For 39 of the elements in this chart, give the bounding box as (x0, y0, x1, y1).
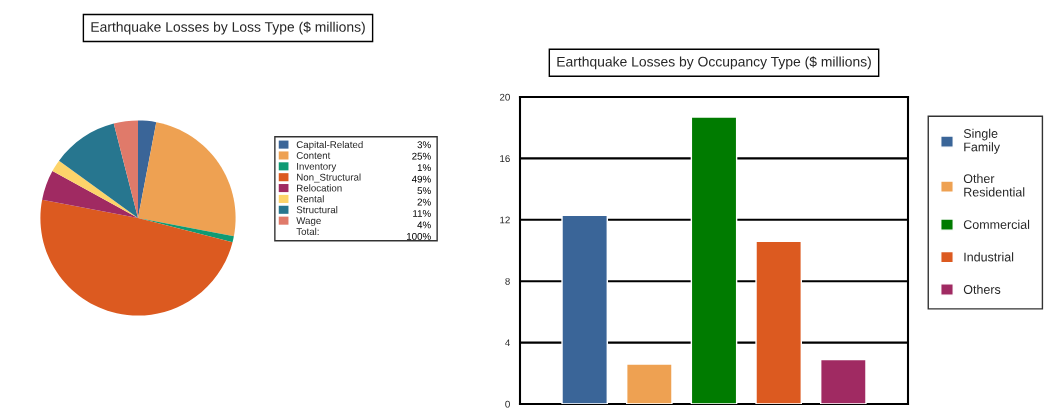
text: 100% (407, 232, 431, 240)
pie-slice (40, 199, 233, 316)
y-tick-label: 12 (500, 216, 510, 224)
pie-slice (113, 120, 138, 218)
legend-label: Non_Structural (297, 173, 361, 183)
legend-label: Single Family (963, 128, 1001, 154)
legend-label: Structural (296, 206, 338, 214)
data-label: 49% (411, 175, 431, 183)
data-label: 5% (417, 187, 431, 195)
pie-slice (42, 170, 138, 218)
legend-label: Capital-Related (296, 140, 363, 150)
chart-title: Earthquake Losses by Loss Type ($ millions) (91, 21, 365, 35)
y-tick-label: 4 (505, 339, 510, 347)
data-label: 11% (413, 210, 431, 217)
legend-label: Rental (297, 195, 324, 203)
pie-slice (138, 120, 157, 218)
data-label: 4% (417, 221, 431, 229)
legend-label: Inventory (297, 163, 337, 172)
legend-label: Wage (296, 217, 321, 227)
y-tick-label: 20 (499, 93, 510, 101)
legend-label: Commercial (963, 219, 1030, 229)
y-tick-label: 0 (505, 400, 510, 408)
pie-slice (138, 218, 234, 243)
data-label: 3% (417, 141, 431, 149)
legend-label: Other Residential (963, 173, 1025, 197)
pie-slice (59, 123, 138, 218)
y-tick-label: 8 (505, 277, 510, 285)
data-label: 2% (417, 198, 431, 206)
data-label: 25% (412, 152, 431, 160)
legend-label: Others (963, 284, 1001, 294)
legend-label: Relocation (297, 184, 342, 192)
pie-slice (138, 122, 236, 237)
y-tick-label: 16 (500, 155, 510, 163)
legend-label: Content (296, 152, 331, 159)
data-label: 1% (417, 164, 431, 172)
pie-slice (52, 160, 138, 218)
legend-label: Industrial (964, 252, 1014, 262)
text: Total: (296, 227, 319, 235)
chart-title: Earthquake Losses by Occupancy Type ($ millions) (557, 56, 871, 70)
